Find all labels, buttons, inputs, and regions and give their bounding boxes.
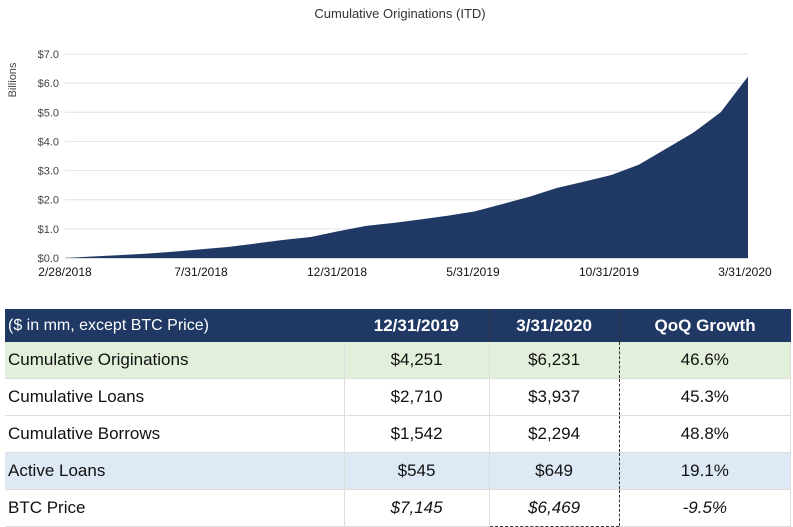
cell: $1,542 bbox=[344, 415, 490, 453]
x-tick-label: 2/28/2018 bbox=[38, 265, 92, 279]
y-tick-label: $3.0 bbox=[38, 166, 59, 178]
originations-area bbox=[65, 76, 748, 258]
cell: $7,145 bbox=[344, 489, 490, 527]
row-label: Active Loans bbox=[5, 452, 345, 490]
y-tick-label: $2.0 bbox=[38, 195, 59, 207]
y-tick-label: $6.0 bbox=[38, 78, 59, 90]
row-label: Cumulative Borrows bbox=[5, 415, 345, 453]
cell: $2,294 bbox=[488, 415, 620, 453]
cell: $545 bbox=[344, 452, 490, 490]
x-tick-label: 12/31/2018 bbox=[307, 265, 367, 279]
table-row: Cumulative Loans $2,710 $3,937 45.3% bbox=[5, 378, 792, 416]
cell: 45.3% bbox=[619, 378, 792, 416]
row-label: Cumulative Originations bbox=[5, 342, 345, 379]
header-label: ($ in mm, except BTC Price) bbox=[5, 309, 345, 342]
table-header: ($ in mm, except BTC Price) 12/31/2019 3… bbox=[5, 309, 791, 342]
cell: $6,469 bbox=[488, 489, 620, 527]
table-row: Active Loans $545 $649 19.1% bbox=[5, 452, 792, 490]
y-axis-label: Billions bbox=[7, 62, 19, 97]
cell: 19.1% bbox=[619, 452, 792, 490]
header-2019: 12/31/2019 bbox=[344, 309, 490, 342]
cell: $649 bbox=[488, 452, 620, 490]
cell: $2,710 bbox=[344, 378, 490, 416]
metrics-table: ($ in mm, except BTC Price) 12/31/2019 3… bbox=[5, 309, 792, 527]
cell: 48.8% bbox=[619, 415, 792, 453]
cell: $4,251 bbox=[344, 342, 490, 379]
table-row: BTC Price $7,145 $6,469 -9.5% bbox=[5, 489, 792, 527]
cell: $6,231 bbox=[488, 342, 620, 379]
chart-title: Cumulative Originations (ITD) bbox=[314, 6, 485, 21]
table-row: Cumulative Borrows $1,542 $2,294 48.8% bbox=[5, 415, 792, 453]
header-2020: 3/31/2020 bbox=[488, 309, 620, 342]
y-tick-label: $7.0 bbox=[38, 49, 59, 61]
header-growth: QoQ Growth bbox=[619, 309, 791, 342]
cell: -9.5% bbox=[619, 489, 792, 527]
x-tick-label: 3/31/2020 bbox=[718, 265, 772, 279]
cell: $3,937 bbox=[488, 378, 620, 416]
row-label: Cumulative Loans bbox=[5, 378, 345, 416]
x-tick-label: 5/31/2019 bbox=[446, 265, 500, 279]
y-tick-label: $5.0 bbox=[38, 107, 59, 119]
table-row: Cumulative Originations $4,251 $6,231 46.6% bbox=[5, 342, 792, 379]
cell: 46.6% bbox=[619, 342, 792, 379]
x-tick-label: 7/31/2018 bbox=[174, 265, 228, 279]
x-tick-label: 10/31/2019 bbox=[579, 265, 639, 279]
y-tick-label: $4.0 bbox=[38, 136, 59, 148]
cumulative-originations-chart: Cumulative Originations (ITD) Billions $… bbox=[7, 6, 772, 279]
y-tick-label: $1.0 bbox=[38, 224, 59, 236]
y-tick-label: $0.0 bbox=[38, 253, 59, 265]
row-label: BTC Price bbox=[5, 489, 345, 527]
